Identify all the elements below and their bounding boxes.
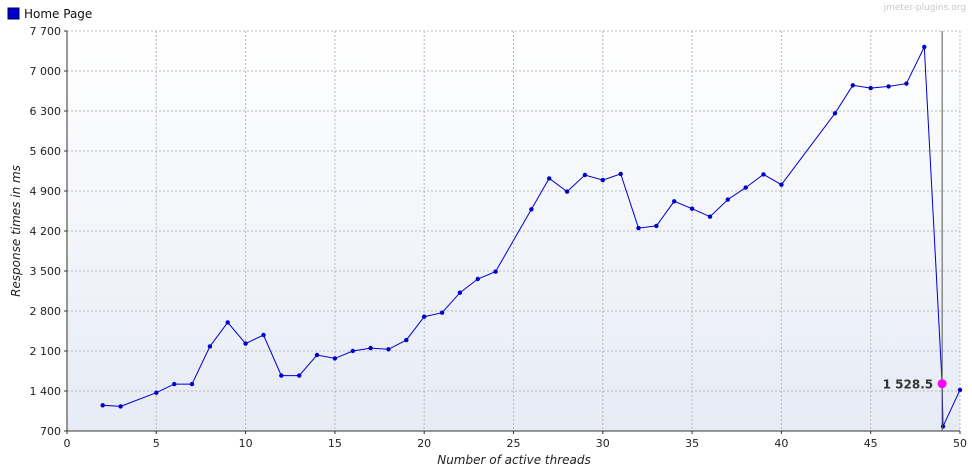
data-point: [707, 214, 713, 219]
y-tick-label: 1 400: [30, 385, 62, 398]
data-point: [314, 352, 320, 358]
legend-swatch-home-page: [7, 7, 20, 20]
data-point: [582, 172, 588, 178]
x-tick-label: 30: [596, 437, 610, 450]
data-point: [868, 85, 873, 91]
data-point: [118, 404, 123, 409]
data-point: [368, 345, 373, 351]
data-point: [386, 347, 391, 352]
data-point: [689, 206, 695, 211]
y-tick-label: 4 900: [30, 185, 62, 198]
x-tick-label: 20: [417, 437, 431, 450]
data-point: [154, 390, 159, 395]
x-tick-label: 50: [953, 437, 967, 450]
y-tick-label: 2 100: [30, 345, 62, 358]
highlight-point: [937, 379, 947, 389]
data-point: [957, 387, 963, 393]
data-point: [100, 403, 105, 408]
y-axis-title: Response times in ms: [9, 165, 23, 297]
y-tick-label: 3 500: [30, 265, 62, 278]
data-point: [493, 269, 498, 274]
highlight-value-label: 1 528.5: [883, 378, 933, 392]
data-point: [922, 44, 927, 50]
x-tick-label: 40: [774, 437, 788, 450]
x-tick-label: 0: [64, 437, 71, 450]
data-point: [779, 182, 784, 187]
axes: 0 5 10 15 20 25 30 35 40 45 50 700 1 400 2 100 2 800 3 …: [30, 25, 968, 450]
series-line-home-page: [102, 45, 961, 427]
x-tick-label: 10: [239, 437, 253, 450]
data-point: [350, 348, 355, 354]
data-point: [279, 373, 284, 378]
data-point: [261, 332, 266, 338]
x-tick-label: 25: [507, 437, 521, 450]
data-point: [207, 344, 213, 349]
data-point: [297, 373, 302, 378]
data-point: [564, 189, 570, 194]
y-tick-label: 2 800: [30, 305, 62, 318]
data-point: [529, 207, 534, 212]
y-tick-label: 700: [40, 425, 61, 438]
data-point: [904, 81, 909, 86]
highlight-layer: 1 528.5: [883, 31, 947, 431]
data-point: [672, 199, 677, 204]
data-point: [439, 310, 445, 315]
data-point: [243, 341, 248, 346]
data-point: [832, 111, 838, 116]
data-point: [618, 171, 623, 177]
data-point: [422, 314, 427, 319]
y-tick-label: 5 600: [30, 145, 62, 158]
data-point: [725, 197, 730, 202]
x-tick-label: 45: [864, 437, 878, 450]
x-axis-title: Number of active threads: [437, 453, 591, 467]
data-point: [940, 424, 946, 429]
x-tick-label: 5: [153, 437, 160, 450]
data-point: [654, 223, 659, 229]
data-point: [547, 176, 552, 181]
data-point: [636, 225, 641, 231]
x-tick-label: 15: [328, 437, 342, 450]
grid-lines: [67, 30, 961, 431]
y-tick-label: 6 300: [30, 105, 62, 118]
data-point: [457, 290, 463, 295]
data-point: [761, 172, 766, 177]
data-point: [404, 337, 409, 343]
data-point: [225, 320, 230, 325]
y-tick-label: 7 700: [30, 25, 62, 38]
y-tick-label: 7 000: [30, 65, 62, 78]
data-point: [475, 276, 480, 282]
data-point: [600, 177, 605, 183]
data-point: [172, 381, 177, 387]
y-tick-label: 4 200: [30, 225, 62, 238]
data-point: [189, 381, 195, 387]
x-tick-label: 35: [685, 437, 699, 450]
data-point: [886, 84, 891, 89]
data-point: [743, 185, 748, 190]
legend-label-home-page: Home Page: [24, 7, 92, 21]
data-point: [850, 83, 855, 88]
watermark: jmeter-plugins.org: [883, 3, 966, 13]
data-point: [332, 356, 338, 361]
legend: Home Page: [7, 7, 92, 21]
